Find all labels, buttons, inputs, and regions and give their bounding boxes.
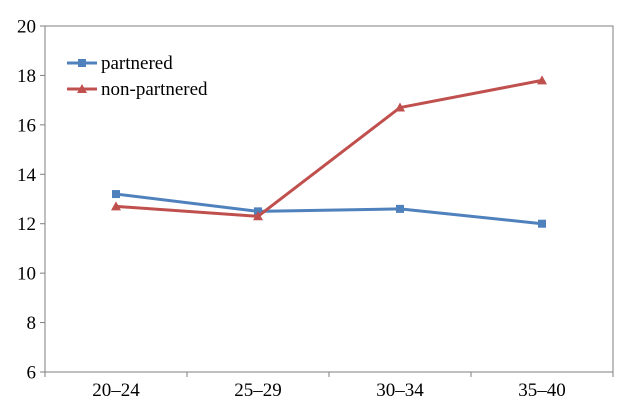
legend: partnered non-partnered (67, 53, 208, 100)
data-point-partnered (538, 219, 546, 228)
y-tick-label: 10 (17, 264, 36, 285)
y-tick-label: 14 (17, 165, 37, 186)
legend-label-non-partnered: non-partnered (101, 79, 208, 100)
y-axis: 6 8 10 12 14 16 18 20 (17, 17, 45, 384)
y-tick-label: 20 (17, 17, 36, 38)
legend-marker-partnered (78, 59, 86, 67)
data-point-non-partnered (253, 211, 263, 221)
y-tick-label: 12 (17, 214, 36, 235)
y-tick-label: 6 (27, 363, 37, 384)
data-point-partnered (396, 204, 404, 213)
legend-label-partnered: partnered (101, 53, 173, 74)
x-axis: 20–24 25–29 30–34 35–40 (44, 372, 614, 398)
data-point-non-partnered (395, 102, 405, 112)
x-tick-label: 25–29 (234, 380, 282, 398)
legend-marker-non-partnered (77, 84, 87, 93)
series-non-partnered (111, 75, 547, 221)
x-tick-label: 30–34 (376, 380, 424, 398)
series-line-partnered (115, 192, 543, 226)
plot-area (44, 25, 614, 373)
data-point-non-partnered (537, 75, 547, 85)
x-tick-label: 20–24 (92, 380, 140, 398)
x-tick-label: 35–40 (518, 380, 566, 398)
legend-item-partnered: partnered (67, 53, 173, 74)
y-tick-label: 18 (17, 66, 36, 87)
data-point-non-partnered (111, 201, 121, 211)
y-tick-label: 16 (17, 115, 36, 136)
series-line-non-partnered (115, 78, 543, 218)
legend-item-non-partnered: non-partnered (67, 79, 208, 100)
y-tick-label: 8 (27, 313, 37, 334)
series-layer (111, 75, 547, 228)
data-point-partnered (112, 190, 120, 199)
